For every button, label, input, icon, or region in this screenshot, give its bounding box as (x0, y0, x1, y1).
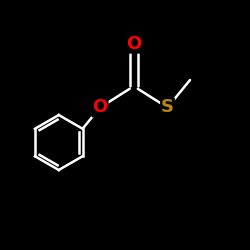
Text: O: O (126, 35, 142, 53)
Text: O: O (92, 98, 108, 116)
Text: S: S (161, 98, 174, 116)
